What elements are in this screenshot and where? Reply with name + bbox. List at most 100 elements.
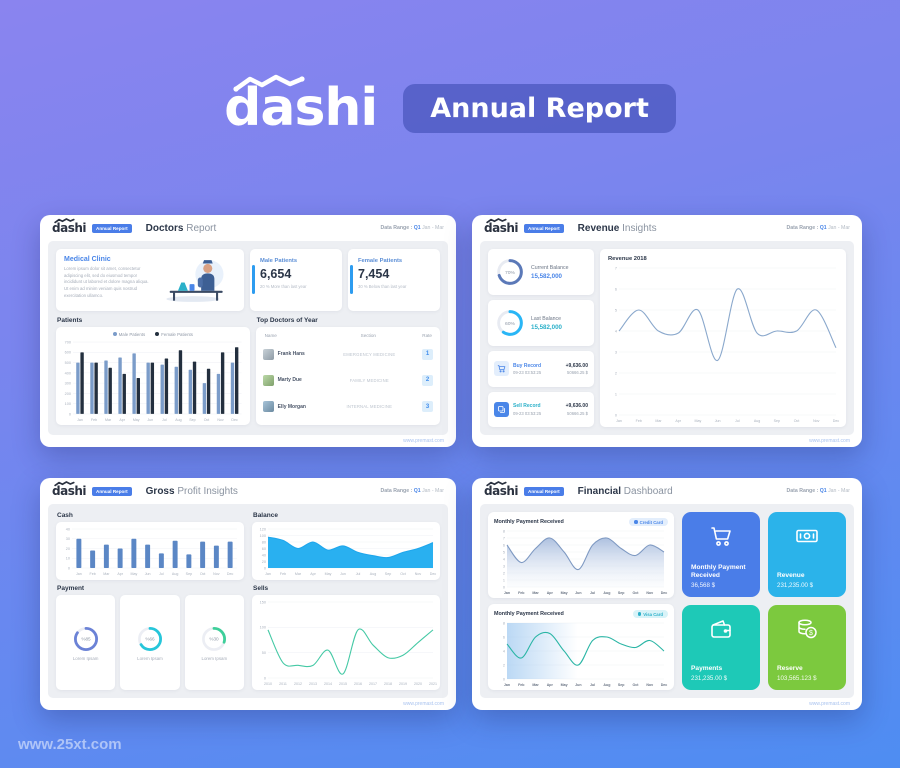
payment-donut-card: %85 Lorem Ipsam: [56, 595, 116, 690]
premast-link[interactable]: www.premast.com: [403, 701, 444, 707]
svg-text:Jul: Jul: [356, 572, 361, 576]
svg-text:0: 0: [69, 412, 71, 416]
logo-text: dashi: [224, 78, 378, 138]
credit-card-area-chart: 0 1 2 3 4 5 6 7 8 Jan Feb Mar Apr May Jun Jul Aug Sep Oct N…: [494, 527, 668, 596]
buy-record-label: Buy Record: [513, 362, 542, 369]
svg-text:Jul: Jul: [159, 572, 164, 576]
svg-text:Jul: Jul: [590, 591, 595, 595]
visa-card-line-chart: 0 2 4 6 8 Jan Feb Mar Apr May Jun Jul Aug Sep Oct Nov De…: [494, 619, 668, 688]
payment-section-label: Payment: [57, 585, 85, 592]
svg-text:Feb: Feb: [90, 572, 96, 576]
svg-text:Jun: Jun: [147, 418, 153, 422]
balance-area-chart: 0 20 40 60 80 100 120 Jan Feb Mar Apr May Jun Jul Aug S…: [255, 525, 437, 577]
svg-text:Mar: Mar: [105, 418, 112, 422]
premast-link[interactable]: www.premast.com: [403, 438, 444, 444]
svg-text:Sep: Sep: [618, 683, 625, 687]
svg-text:4: 4: [503, 649, 505, 653]
svg-text:Feb: Feb: [636, 419, 642, 423]
svg-text:Oct: Oct: [400, 572, 406, 576]
last-balance-value: 15,582,000: [531, 323, 562, 331]
annual-report-badge-small: Annual Report: [524, 223, 564, 233]
data-range-control[interactable]: Data Range : Q1 Jan - Mar: [786, 488, 850, 494]
svg-text:2014: 2014: [324, 682, 332, 686]
sell-record-item[interactable]: Sell Record 09-23 03:53:25 +9,636.00 506…: [488, 391, 594, 427]
svg-text:1: 1: [503, 578, 505, 582]
table-row[interactable]: Marty Due FAMILY MEDICINE 2: [262, 367, 433, 393]
dashi-logo: dashi: [224, 74, 378, 134]
panel-title: Doctors Report: [145, 222, 217, 234]
data-range-control[interactable]: Data Range : Q1 Jan - Mar: [380, 488, 444, 494]
logo-squiggle-icon: [486, 218, 507, 224]
buy-record-item[interactable]: Buy Record 09-23 03:53:25 +9,636.00 5066…: [488, 351, 594, 387]
svg-text:7: 7: [503, 536, 505, 540]
patients-section-label: Patients: [57, 317, 83, 324]
svg-text:Apr: Apr: [310, 572, 316, 576]
financial-dashboard-panel: dashi Annual Report Financial Dashboard …: [472, 478, 862, 710]
panel-header: dashi Annual Report Doctors Report Data …: [40, 215, 456, 241]
current-balance-donut: 70%: [495, 257, 525, 287]
svg-text:Jul: Jul: [735, 419, 740, 423]
svg-text:6: 6: [615, 287, 617, 291]
table-row[interactable]: Elly Morgan INTERNAL MEDICINE 3: [262, 394, 433, 420]
svg-text:Nov: Nov: [213, 572, 220, 576]
svg-text:7: 7: [615, 266, 617, 270]
copy-icon: [494, 401, 509, 417]
current-balance-card: 70% Current Balance 15,582,000: [488, 249, 594, 295]
svg-text:Feb: Feb: [91, 418, 97, 422]
watermark: www.25xt.com: [18, 736, 122, 753]
svg-text:100: 100: [260, 534, 266, 538]
current-balance-value: 15,582,000: [531, 272, 562, 280]
svg-text:700: 700: [65, 340, 71, 344]
panel-body: Medical Clinic Lorem ipsum dolor sit ame…: [48, 241, 448, 435]
doctor-illustration: [166, 260, 224, 302]
svg-text:0: 0: [503, 677, 505, 681]
table-row[interactable]: Frank Hans EMERGENCY MEDICINE 1: [262, 341, 433, 367]
chart-title: Monthly Payment Received: [494, 611, 564, 617]
sell-record-amount: +9,636.00: [565, 403, 588, 409]
svg-text:Dec: Dec: [227, 572, 234, 576]
male-patients-label: Male Patients: [260, 258, 298, 264]
clinic-description: Lorem ipsum dolor sit amet, consectetur …: [64, 266, 149, 298]
medical-clinic-card: Medical Clinic Lorem ipsum dolor sit ame…: [56, 249, 244, 311]
payment-donut-66: %66: [136, 625, 164, 653]
cash-bar-chart: 0 10 20 30 40 Jan Feb Mar Apr May Jun Jul Aug Sep Oct N…: [59, 525, 241, 577]
brand-header: dashi Annual Report: [0, 74, 900, 134]
svg-text:Feb: Feb: [518, 591, 525, 595]
logo-squiggle-icon: [486, 481, 507, 487]
annual-report-badge-small: Annual Report: [524, 486, 564, 496]
payment-donut-card: %66 Lorem Ipsam: [120, 595, 180, 690]
premast-link[interactable]: www.premast.com: [809, 438, 850, 444]
svg-text:Feb: Feb: [280, 572, 286, 576]
svg-text:May: May: [561, 683, 568, 687]
balance-section-label: Balance: [253, 512, 278, 519]
svg-text:Aug: Aug: [175, 418, 181, 422]
svg-text:20: 20: [262, 560, 266, 564]
svg-text:500: 500: [65, 361, 71, 365]
data-range-control[interactable]: Data Range : Q1 Jan - Mar: [786, 225, 850, 231]
data-range-control[interactable]: Data Range : Q1 Jan - Mar: [380, 225, 444, 231]
svg-text:Sep: Sep: [774, 419, 780, 423]
last-balance-label: Last Balance: [531, 315, 561, 322]
premast-link[interactable]: www.premast.com: [809, 701, 850, 707]
payment-donut-85: %85: [72, 625, 100, 653]
cash-section-label: Cash: [57, 512, 73, 519]
svg-text:Mar: Mar: [532, 591, 539, 595]
dot-icon: [637, 612, 642, 616]
svg-text:$: $: [809, 630, 813, 637]
credit-card-badge: Credit Card: [629, 518, 668, 526]
svg-text:60: 60: [262, 547, 266, 551]
svg-text:Dec: Dec: [430, 572, 437, 576]
payment-donut-30: %30: [200, 625, 228, 653]
svg-text:2013: 2013: [309, 682, 317, 686]
svg-text:Apr: Apr: [547, 591, 554, 595]
rate-badge: 2: [422, 374, 433, 386]
cash-chart-card: 0 10 20 30 40 Jan Feb Mar Apr May Jun Jul Aug Sep Oct N…: [56, 522, 244, 580]
svg-text:20: 20: [66, 547, 70, 551]
svg-text:150: 150: [260, 600, 266, 604]
svg-text:2016: 2016: [354, 682, 362, 686]
svg-text:Sep: Sep: [189, 418, 195, 422]
panel-body: 70% Current Balance 15,582,000 60% Last …: [480, 241, 854, 435]
svg-text:Jun: Jun: [575, 591, 581, 595]
female-patients-card: Female Patients 7,454 30 % Below than la…: [348, 249, 440, 311]
svg-text:Sep: Sep: [186, 572, 192, 576]
